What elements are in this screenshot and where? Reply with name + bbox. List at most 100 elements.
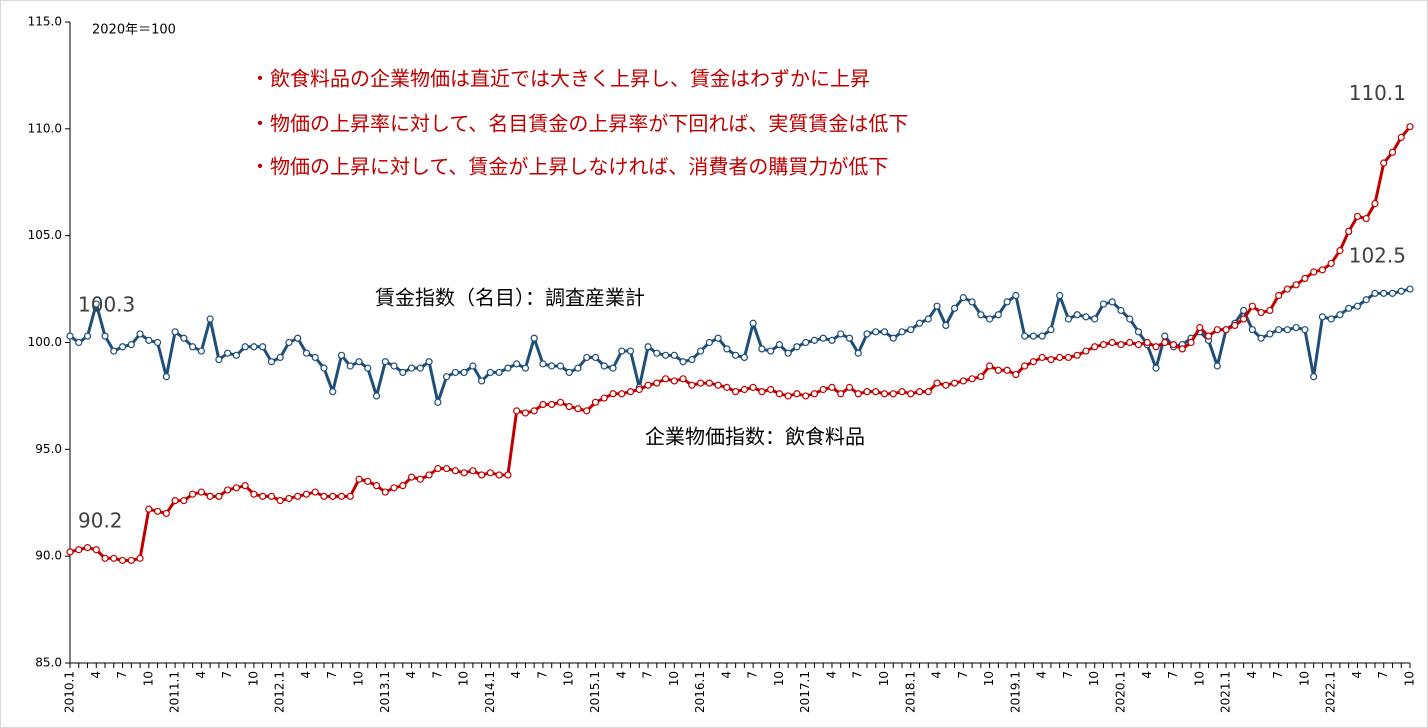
data-point	[1038, 332, 1046, 340]
data-point	[705, 338, 713, 347]
data-point	[977, 373, 985, 381]
data-point	[337, 351, 346, 359]
data-point	[1161, 338, 1169, 347]
data-point	[1082, 347, 1090, 355]
data-point	[1292, 281, 1300, 289]
data-point	[197, 347, 205, 355]
data-point	[1126, 338, 1134, 347]
data-point	[767, 385, 775, 394]
data-point	[784, 392, 792, 400]
data-point	[810, 390, 819, 398]
data-point	[1029, 358, 1037, 366]
data-point	[880, 390, 889, 398]
data-point	[1336, 247, 1344, 255]
data-point	[145, 336, 153, 344]
data-point	[539, 360, 547, 368]
x-tick-label: 10	[1087, 671, 1101, 686]
data-point	[206, 492, 214, 500]
data-point	[399, 482, 407, 490]
data-point	[1126, 315, 1134, 323]
data-point	[1248, 302, 1256, 310]
data-point	[898, 388, 906, 396]
data-point	[118, 556, 127, 565]
data-point	[968, 375, 976, 383]
data-point	[793, 343, 801, 351]
data-point	[1152, 364, 1160, 372]
data-point	[407, 364, 416, 372]
data-point	[591, 398, 600, 406]
data-point	[1117, 306, 1125, 315]
data-point	[1047, 326, 1055, 334]
data-point	[889, 334, 897, 342]
data-point	[1003, 366, 1011, 374]
data-point	[425, 471, 433, 479]
data-point	[688, 381, 696, 389]
data-point	[758, 388, 766, 396]
data-point	[232, 351, 241, 359]
data-point	[1239, 315, 1248, 323]
data-point	[416, 364, 424, 372]
data-point	[688, 355, 696, 364]
data-point	[845, 383, 854, 391]
data-point	[460, 368, 468, 377]
data-point	[171, 328, 179, 336]
data-point	[162, 373, 170, 381]
x-tick-label: 10	[1297, 671, 1311, 686]
x-tick-label: 4	[719, 671, 733, 679]
data-point	[1266, 306, 1274, 315]
data-point	[784, 349, 792, 357]
data-point	[250, 343, 258, 351]
data-point	[1362, 296, 1370, 304]
data-point	[767, 347, 775, 355]
data-point	[915, 319, 924, 327]
annotation: ・物価の上昇に対して、賃金が上昇しなければ、消費者の購買力が低下	[250, 155, 888, 179]
data-point	[994, 311, 1002, 319]
data-label: 90.2	[78, 508, 123, 532]
data-point	[915, 388, 924, 396]
data-point	[626, 388, 635, 396]
data-point	[469, 467, 477, 475]
data-point	[434, 398, 442, 406]
data-point	[171, 497, 179, 505]
x-tick-label: 7	[535, 671, 549, 679]
data-point	[828, 383, 836, 391]
x-tick-label: 2013.1	[378, 671, 392, 713]
data-point	[1301, 326, 1309, 334]
x-tick-label: 4	[1245, 671, 1259, 679]
data-point	[294, 492, 302, 500]
data-point	[950, 304, 959, 312]
x-tick-label: 7	[1271, 671, 1285, 679]
data-point	[1275, 326, 1283, 334]
data-label: 102.5	[1349, 244, 1406, 268]
data-point	[434, 464, 442, 473]
data-point	[1213, 326, 1221, 334]
data-point	[819, 385, 827, 394]
x-tick-label: 2018.1	[903, 671, 917, 713]
data-point	[723, 345, 731, 353]
data-point	[451, 467, 459, 475]
data-point	[574, 405, 582, 413]
data-point	[1099, 300, 1108, 308]
data-point	[224, 486, 232, 494]
data-point	[933, 379, 941, 387]
data-point	[1327, 259, 1335, 268]
x-tick-label: 2022.1	[1324, 671, 1338, 713]
x-tick-label: 10	[141, 671, 155, 686]
x-tick-label: 2015.1	[588, 671, 602, 713]
data-point	[959, 294, 967, 302]
data-point	[145, 505, 153, 513]
x-tick-label: 7	[430, 671, 444, 679]
data-point	[583, 353, 591, 362]
data-point	[399, 368, 407, 377]
data-point	[1301, 274, 1309, 282]
data-point	[1204, 332, 1213, 340]
data-point	[66, 332, 74, 340]
x-tick-label: 4	[1035, 671, 1049, 679]
data-point	[250, 490, 258, 498]
data-point	[504, 364, 512, 372]
data-point	[1143, 338, 1151, 347]
data-point	[1169, 341, 1178, 349]
data-point	[618, 347, 626, 355]
data-point	[381, 488, 389, 496]
data-point	[968, 298, 976, 306]
